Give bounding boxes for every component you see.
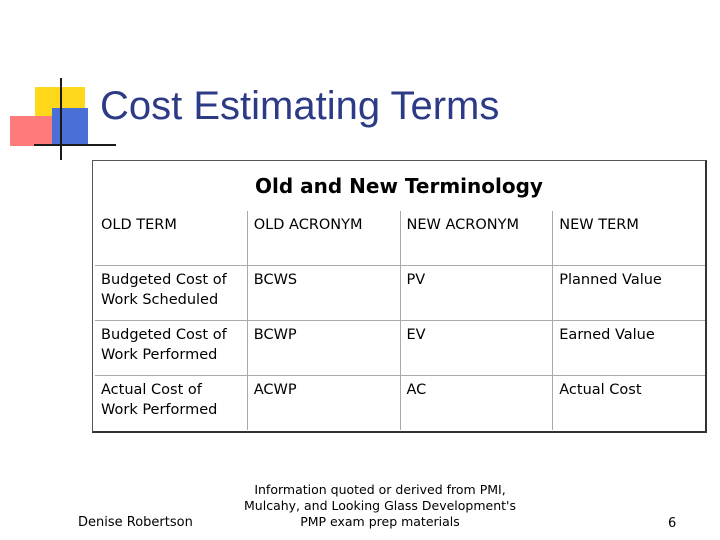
footer-author: Denise Robertson — [78, 515, 193, 530]
table-row: Actual Cost of Work Performed ACWP AC Ac… — [95, 375, 705, 430]
footer-source-line: Mulcahy, and Looking Glass Development's — [244, 498, 516, 513]
table-cell: Actual Cost of Work Performed — [101, 382, 218, 418]
table-cell: EV — [399, 320, 553, 376]
column-header: OLD ACRONYM — [246, 211, 401, 266]
table-cell: Budgeted Cost of Work Performed — [95, 320, 248, 376]
table-cell: Budgeted Cost of Work Scheduled — [95, 265, 248, 321]
table-cell: Actual Cost — [552, 375, 705, 430]
footer-source-line: PMP exam prep materials — [300, 514, 460, 529]
table-cell: ACWP — [246, 375, 401, 430]
decor-pink-square — [10, 116, 54, 146]
decor-vertical-line — [60, 78, 62, 160]
column-header: OLD TERM — [95, 211, 248, 266]
table-cell: AC — [399, 375, 553, 430]
table-header-row: OLD TERM OLD ACRONYM NEW ACRONYM NEW TER… — [95, 211, 705, 266]
table-cell: Earned Value — [552, 320, 705, 376]
footer-source-note: Information quoted or derived from PMI, … — [240, 482, 520, 530]
table-cell: BCWS — [246, 265, 401, 321]
table-heading: Old and New Terminology — [255, 174, 543, 198]
table-cell: Planned Value — [552, 265, 705, 321]
terminology-table-frame: Old and New Terminology OLD TERM OLD ACR… — [92, 160, 707, 433]
decor-blue-square — [52, 108, 88, 146]
page-number: 6 — [668, 516, 677, 531]
table-row: Budgeted Cost of Work Performed BCWP EV … — [95, 320, 705, 376]
table-cell: PV — [399, 265, 553, 321]
decor-horizontal-line — [34, 144, 116, 146]
table-row: Budgeted Cost of Work Scheduled BCWS PV … — [95, 265, 705, 321]
footer-source-line: Information quoted or derived from PMI, — [254, 482, 506, 497]
column-header: NEW TERM — [552, 211, 705, 266]
slide-title: Cost Estimating Terms — [100, 84, 500, 128]
table-cell: BCWP — [246, 320, 401, 376]
column-header: NEW ACRONYM — [399, 211, 553, 266]
terminology-table: OLD TERM OLD ACRONYM NEW ACRONYM NEW TER… — [95, 211, 705, 430]
